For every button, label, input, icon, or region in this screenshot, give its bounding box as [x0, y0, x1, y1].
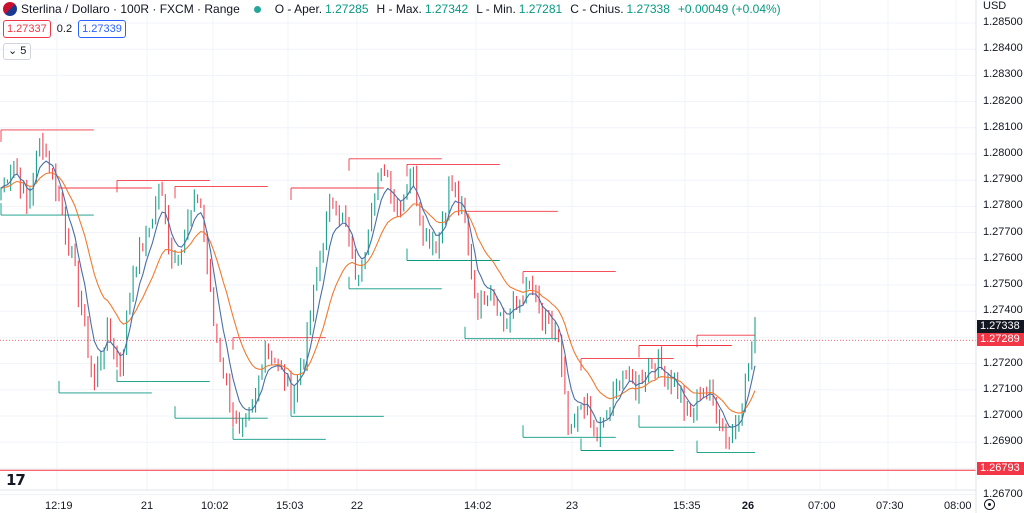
buy-button[interactable]: 1.27339 [78, 20, 126, 38]
price-tick-label: 1.28300 [983, 68, 1023, 81]
time-tick-label: 21 [140, 500, 154, 512]
close-value: 1.27338 [626, 2, 670, 16]
chart-grid [0, 0, 976, 496]
chevron-down-icon: ⌄ [8, 45, 18, 57]
indicator-count: 5 [20, 45, 27, 57]
market-status-dot-icon [253, 5, 261, 13]
time-tick-label: 07:00 [808, 500, 836, 512]
open-label: O - Aper. [274, 2, 323, 16]
close-label: C - Chius. [570, 2, 624, 16]
high-value: 1.27342 [424, 2, 469, 16]
high-label: H - Max. [376, 2, 422, 16]
price-tick-label: 1.28500 [983, 16, 1023, 28]
change-value: +0.00049 (+0.04%) [677, 2, 781, 16]
time-tick-label: 15:03 [276, 500, 304, 512]
price-tick-label: 1.27500 [983, 278, 1023, 290]
time-tick-label: 22 [350, 500, 364, 512]
time-tick-label: 15:35 [673, 500, 701, 512]
time-tick-label: 23 [565, 500, 579, 512]
price-tick-label: 1.27200 [983, 356, 1023, 369]
low-label: L - Min. [476, 2, 516, 16]
open-value: 1.27285 [325, 2, 369, 16]
price-tick-label: 1.28200 [983, 94, 1023, 107]
moving-average-fast-line [0, 160, 756, 428]
time-tick-label: 07:30 [876, 500, 904, 512]
time-tick-label: 10:02 [201, 500, 229, 512]
time-tick-label: 26 [741, 500, 755, 512]
time-tick-label: 12:19 [45, 500, 73, 512]
moving-average-slow-line [0, 172, 756, 414]
price-tick-label: 1.28400 [983, 42, 1023, 55]
chart-legend: Sterlina / Dollaro · 100R · FXCM · Range… [0, 0, 789, 18]
price-tick-label: 1.28100 [983, 120, 1023, 133]
low-value: 1.27281 [518, 2, 563, 16]
time-tick-label: 14:02 [464, 500, 492, 512]
price-tick-label: 1.27900 [983, 173, 1023, 186]
ma-price-tag: 1.27289 [977, 333, 1024, 346]
price-tick-label: 1.27000 [983, 409, 1023, 421]
price-tick-label: 1.27700 [983, 225, 1023, 238]
collapse-indicators-button[interactable]: ⌄ 5 [3, 43, 32, 60]
tradingview-logo-icon[interactable]: 17 [6, 471, 26, 489]
price-tick-label: 1.27100 [983, 382, 1023, 395]
spread-value: 0.2 [56, 23, 73, 35]
trade-buttons: 1.27337 0.2 1.27339 [3, 20, 126, 38]
price-tick-label: 1.27600 [983, 251, 1023, 264]
sell-button[interactable]: 1.27337 [3, 20, 51, 38]
price-tick-label: 1.27400 [983, 304, 1023, 317]
last-price-tag: 1.27338 [977, 320, 1024, 333]
price-tick-label: 1.28000 [983, 147, 1023, 159]
line-price-tag: 1.26793 [977, 462, 1024, 475]
symbol-title[interactable]: Sterlina / Dollaro · 100R · FXCM · Range [21, 2, 240, 16]
currency-label: USD [983, 0, 1007, 12]
gbp-usd-flag-icon [3, 2, 17, 16]
price-tick-label: 1.26700 [983, 487, 1023, 500]
price-tick-label: 1.26900 [983, 435, 1023, 448]
gear-icon[interactable] [984, 499, 995, 510]
price-tick-label: 1.27800 [983, 199, 1023, 212]
time-tick-label: 08:00 [944, 500, 972, 512]
